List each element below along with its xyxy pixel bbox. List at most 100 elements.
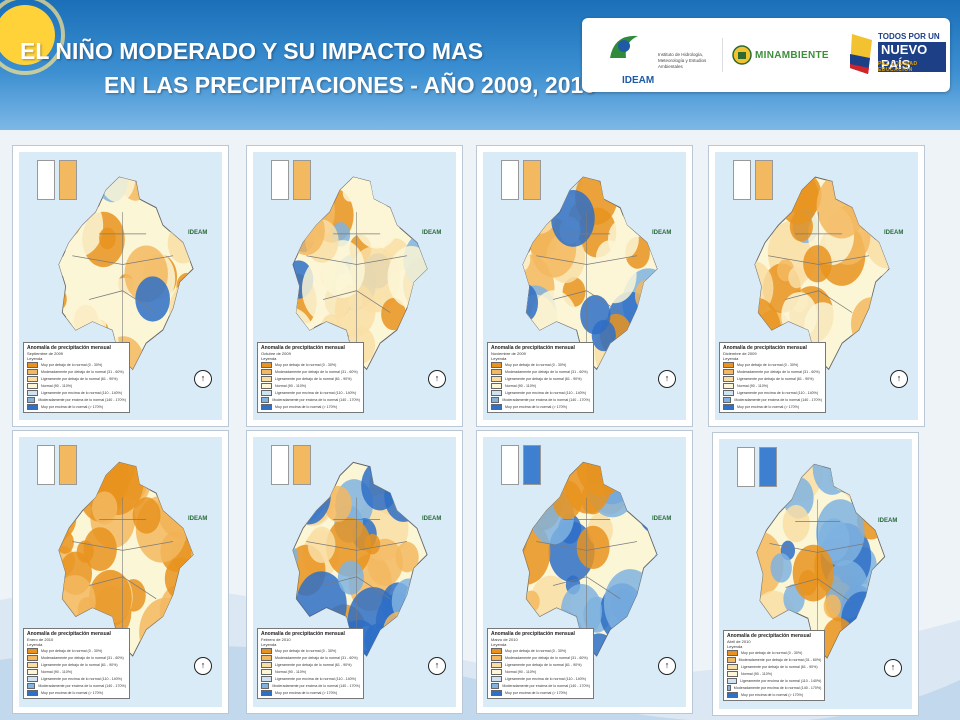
legend-swatch	[723, 376, 734, 382]
map-legend: Anomalía de precipitación mensual Septiem…	[23, 342, 130, 413]
legend-swatch	[27, 362, 38, 368]
ideam-mini-logo: IDEAM	[878, 517, 898, 524]
legend-month: Febrero de 2010	[261, 637, 291, 643]
legend-swatch	[491, 676, 502, 683]
ideam-mini-logo: IDEAM	[652, 230, 672, 236]
legend-month: Noviembre de 2009	[491, 351, 526, 356]
legend-swatch	[727, 692, 738, 699]
pais-logo-top: TODOS POR UN	[878, 32, 940, 41]
legend-key-label: Leyenda	[491, 356, 507, 361]
legend-row: Normal (90 - 110%)	[27, 669, 126, 676]
legend-swatch	[261, 376, 272, 382]
legend-item-label: Normal (90 - 110%)	[737, 384, 769, 388]
legend-row: Muy por encima de lo normal (> 170%)	[27, 404, 126, 410]
legend-item-label: Moderadamente por debajo de lo normal (3…	[41, 656, 124, 661]
legend-item-label: Moderadamente por encima de lo normal (1…	[38, 398, 126, 402]
legend-row: Normal (90 - 110%)	[27, 383, 126, 389]
legend-swatch	[491, 404, 502, 410]
legend-swatch	[261, 404, 272, 410]
legend-item-label: Moderadamente por debajo de lo normal (3…	[275, 656, 358, 661]
legend-key-label: Leyenda	[261, 356, 277, 361]
legend-month: Abril de 2010	[727, 639, 751, 645]
map-legend: Anomalía de precipitación mensual Octubre…	[257, 342, 364, 413]
legend-swatch	[261, 655, 272, 662]
island-inset	[737, 447, 755, 487]
map-legend: Anomalía de precipitación mensual Enero d…	[23, 628, 130, 700]
north-arrow-icon: ↑	[428, 370, 446, 388]
legend-row: Moderadamente por encima de lo normal (1…	[261, 683, 360, 690]
ideam-mini-logo: IDEAM	[422, 515, 442, 522]
ideam-logo-subtitle: Instituto de Hidrología, Meteorología y …	[658, 52, 707, 69]
legend-row: Muy por encima de lo normal (> 170%)	[491, 690, 590, 697]
legend-item-label: Moderadamente por encima de lo normal (1…	[733, 686, 822, 691]
legend-row: Moderadamente por debajo de lo normal (3…	[727, 657, 821, 664]
map-panel: IDEAM Anomalía de precipitación mensual Se…	[12, 145, 229, 427]
legend-row: Muy por debajo de lo normal (0 - 30%)	[261, 648, 360, 655]
north-arrow-icon: ↑	[194, 656, 212, 675]
legend-item-label: Ligeramente por debajo de lo normal (61 …	[741, 665, 818, 670]
legend-item-label: Normal (90 - 110%)	[505, 384, 537, 388]
slide-title-line1: EL NIÑO MODERADO Y SU IMPACTO MAS	[20, 38, 484, 64]
island-inset	[59, 445, 77, 485]
legend-swatch	[261, 676, 272, 683]
legend-row: Muy por encima de lo normal (> 170%)	[261, 404, 360, 410]
legend-row: Ligeramente por encima de lo normal (110…	[727, 678, 821, 685]
legend-row: Muy por encima de lo normal (> 170%)	[723, 404, 822, 410]
legend-row: Moderadamente por debajo de lo normal (3…	[723, 369, 822, 375]
legend-item-label: Ligeramente por encima de lo normal (110…	[275, 677, 357, 682]
island-inset	[501, 445, 519, 485]
legend-item-label: Moderadamente por debajo de lo normal (3…	[275, 370, 358, 374]
legend-item-label: Moderadamente por debajo de lo normal (3…	[737, 370, 820, 374]
legend-swatch	[723, 369, 734, 375]
legend-row: Ligeramente por debajo de lo normal (61 …	[491, 662, 590, 669]
legend-item-label: Muy por encima de lo normal (> 170%)	[741, 693, 804, 698]
legend-row: Moderadamente por encima de lo normal (1…	[723, 397, 822, 403]
legend-key-label: Leyenda	[27, 356, 43, 361]
legend-swatch	[727, 671, 738, 678]
legend-item-label: Muy por debajo de lo normal (0 - 30%)	[505, 363, 567, 367]
legend-row: Normal (90 - 110%)	[723, 383, 822, 389]
legend-row: Ligeramente por debajo de lo normal (61 …	[491, 376, 590, 382]
legend-row: Muy por debajo de lo normal (0 - 30%)	[491, 362, 590, 368]
colombia-flag-icon	[850, 34, 872, 74]
legend-swatch	[491, 397, 500, 403]
legend-swatch	[261, 690, 272, 697]
legend-row: Muy por debajo de lo normal (0 - 30%)	[727, 650, 821, 657]
legend-swatch	[727, 664, 738, 671]
legend-row: Ligeramente por encima de lo normal (110…	[27, 390, 126, 396]
legend-item-label: Ligeramente por debajo de lo normal (61 …	[505, 377, 582, 381]
ideam-mini-logo: IDEAM	[652, 515, 672, 522]
legend-row: Moderadamente por encima de lo normal (1…	[27, 683, 126, 690]
legend-item-label: Normal (90 - 110%)	[275, 670, 307, 675]
legend-title: Anomalía de precipitación mensual	[261, 631, 345, 638]
legend-swatch	[27, 662, 38, 669]
legend-row: Ligeramente por encima de lo normal (110…	[491, 390, 590, 396]
legend-swatch	[491, 369, 502, 375]
legend-item-label: Muy por debajo de lo normal (0 - 30%)	[737, 363, 799, 367]
legend-item-label: Muy por encima de lo normal (> 170%)	[41, 405, 104, 409]
island-inset	[37, 160, 55, 200]
legend-swatch	[261, 397, 270, 403]
legend-swatch	[261, 362, 272, 368]
legend-row: Normal (90 - 110%)	[491, 669, 590, 676]
legend-item-label: Ligeramente por encima de lo normal (110…	[41, 677, 123, 682]
legend-row: Moderadamente por encima de lo normal (1…	[491, 397, 590, 403]
legend-item-label: Muy por debajo de lo normal (0 - 30%)	[275, 363, 337, 367]
legend-swatch	[261, 683, 270, 690]
legend-key-label: Leyenda	[491, 642, 507, 648]
legend-row: Ligeramente por encima de lo normal (110…	[491, 676, 590, 683]
legend-item-label: Moderadamente por encima de lo normal (1…	[734, 398, 822, 402]
legend-item-label: Moderadamente por debajo de lo normal (3…	[41, 370, 124, 374]
legend-swatch	[727, 657, 736, 664]
legend-row: Ligeramente por debajo de lo normal (61 …	[261, 662, 360, 669]
legend-row: Ligeramente por encima de lo normal (110…	[723, 390, 822, 396]
legend-swatch	[27, 383, 38, 389]
legend-swatch	[27, 683, 36, 690]
pais-logo-main: NUEVO PAÍS	[878, 42, 946, 72]
legend-item-label: Normal (90 - 110%)	[741, 672, 773, 677]
legend-row: Moderadamente por debajo de lo normal (3…	[261, 369, 360, 375]
ideam-mini-logo: IDEAM	[188, 515, 208, 522]
legend-month: Marzo de 2010	[491, 637, 518, 643]
legend-row: Muy por debajo de lo normal (0 - 30%)	[27, 362, 126, 368]
legend-swatch	[27, 404, 38, 410]
